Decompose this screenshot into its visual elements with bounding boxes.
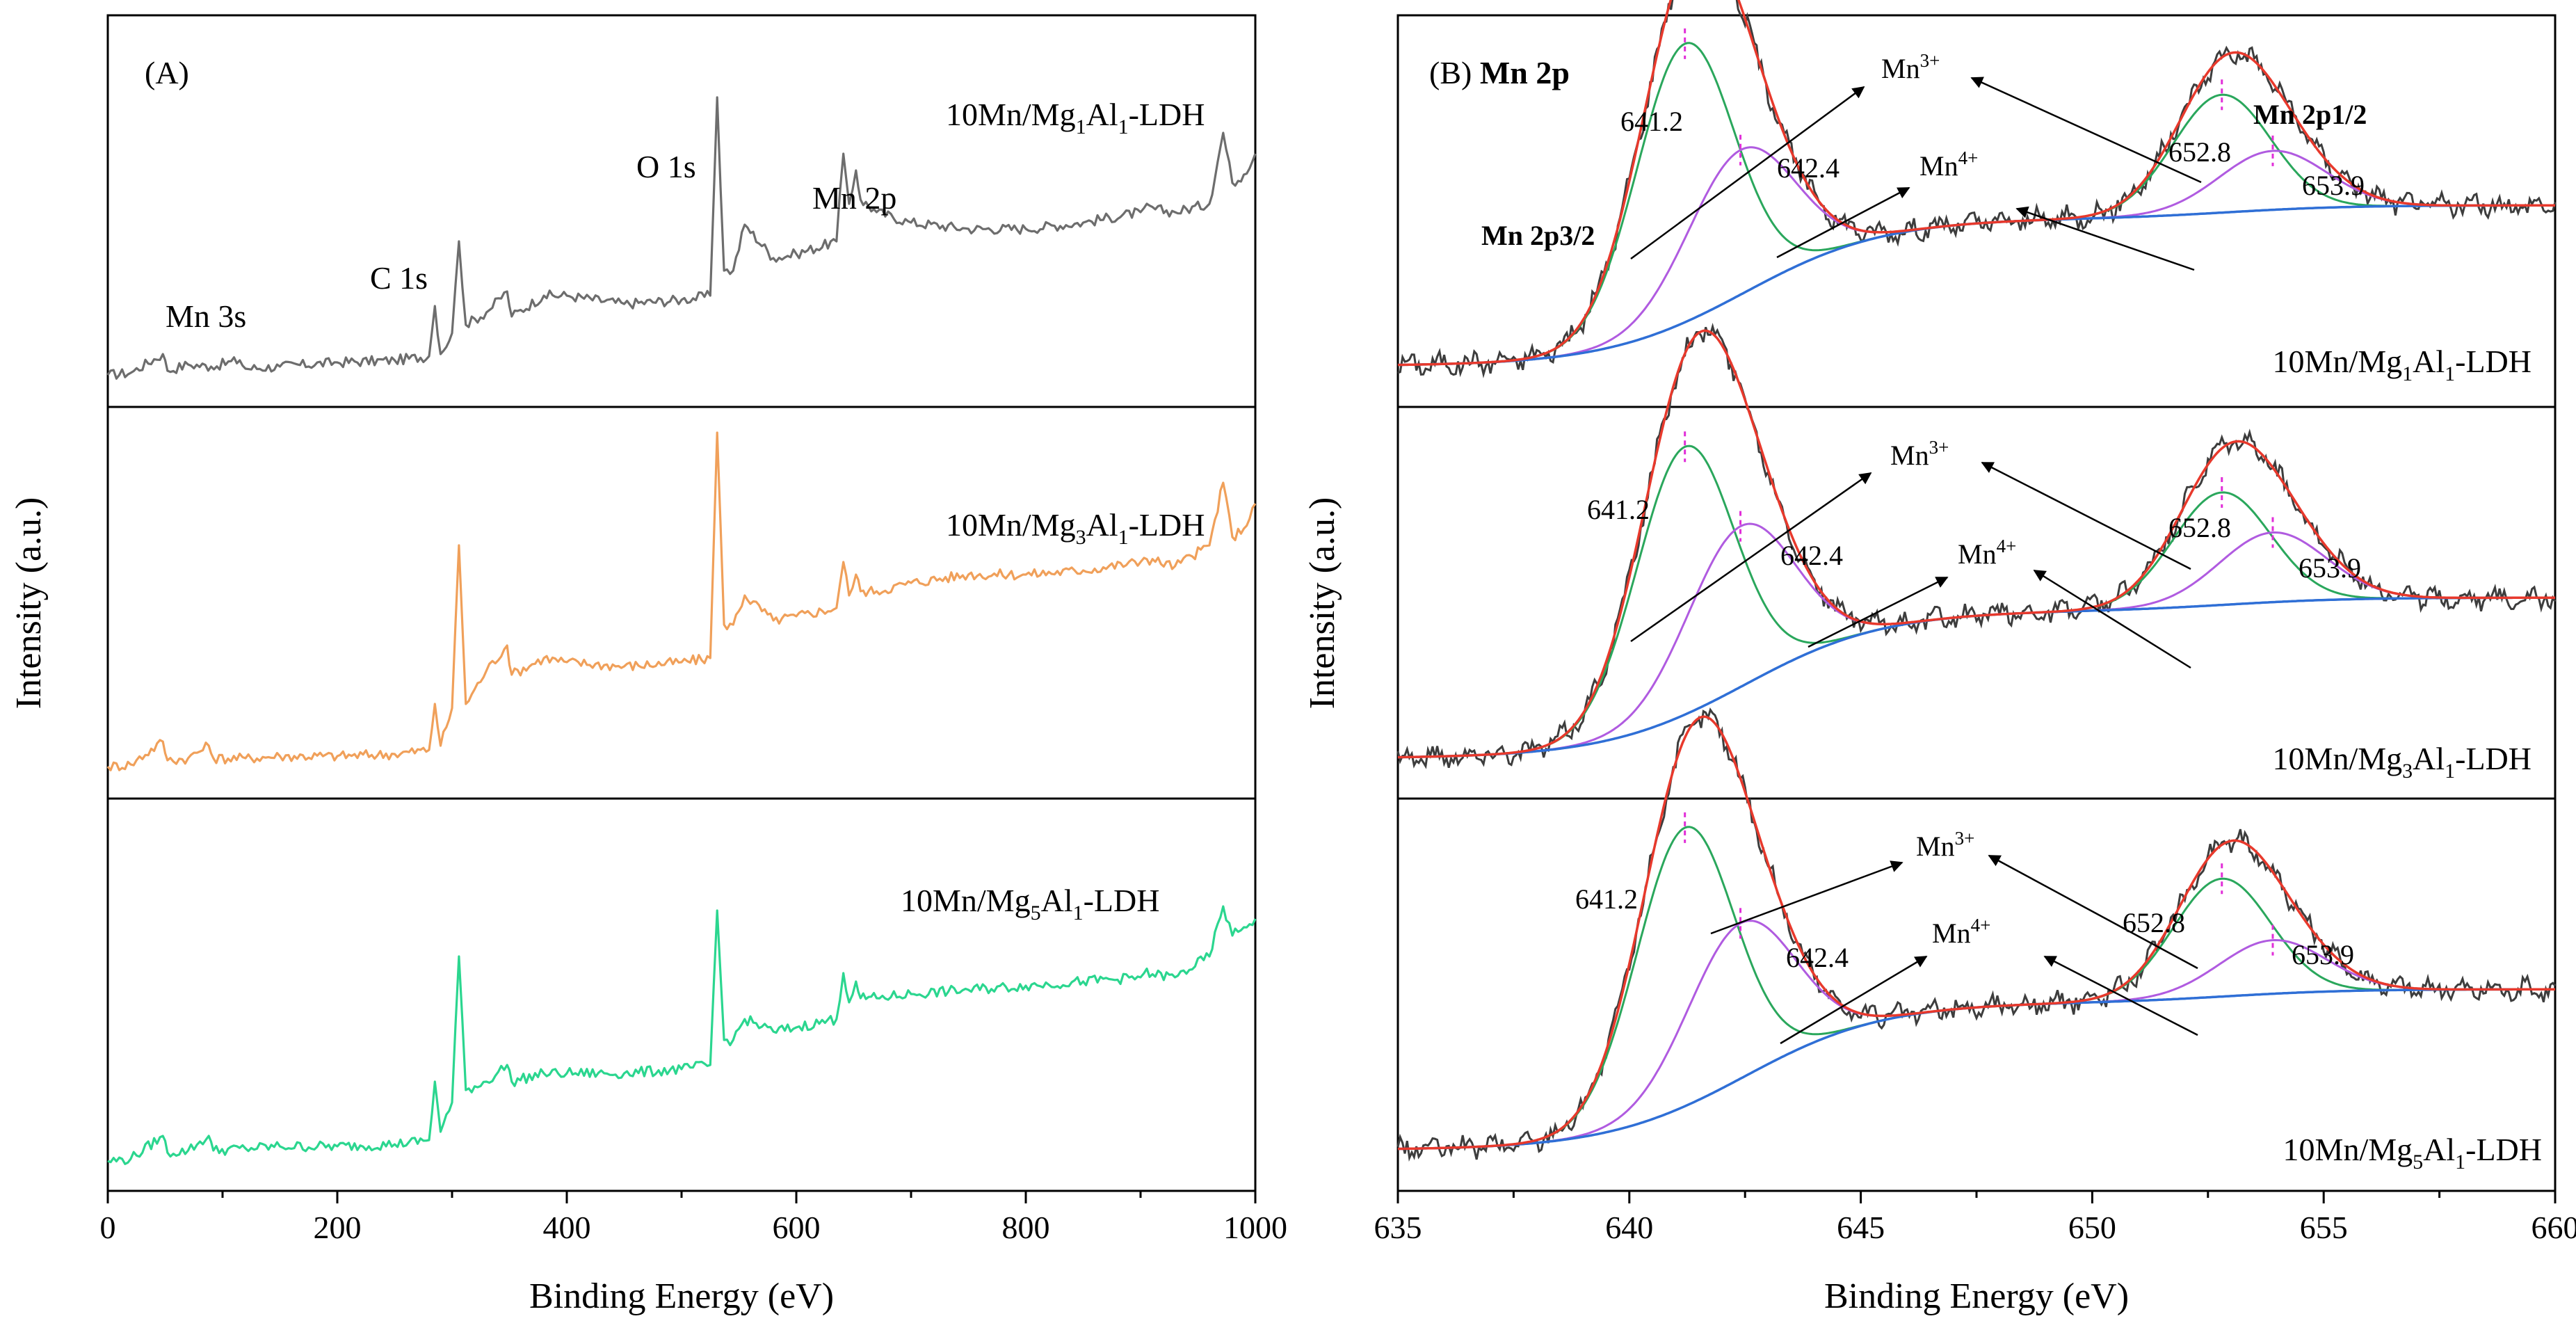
fit-component-2-3 [1397,491,2555,759]
arrow-mn4-2-1 [1808,576,1949,648]
arrow-mn4-1-1 [1776,186,1910,259]
panel-a-xtick-label: 200 [314,1210,362,1245]
panel-a-xtick-label: 600 [773,1210,821,1245]
panel-a-xtick-label: 1000 [1223,1210,1287,1245]
panel-b-ylabel: Intensity (a.u.) [1303,497,1342,710]
raw-spectrum-1 [1397,0,2557,378]
sample-label-a5: 10Mn/Mg5Al1-LDH [901,883,1159,924]
arrow-mn3-2-2 [1981,461,2191,570]
envelope-fit-3 [1397,715,2555,1151]
arrow-mn4-3-2 [2043,955,2198,1036]
peak-position-3-2: 642.4 [1786,942,1849,973]
fit-component-3-2 [1397,920,2555,1151]
peak-position-2-2: 642.4 [1780,540,1843,571]
arrow-mn4-2-2 [2033,569,2191,669]
envelope-fit-2 [1397,329,2555,759]
survey-spectrum-2 [106,431,1257,771]
label-mn3-2: Mn3+ [1890,437,1949,471]
peak-label-mn3s: Mn 3s [166,298,246,334]
sample-label-b3: 10Mn/Mg3Al1-LDH [2273,741,2531,783]
label-mn3-3: Mn3+ [1916,828,1974,862]
label-mn2p32: Mn 2p3/2 [1481,220,1595,251]
panel-a-ylabel: Intensity (a.u.) [9,497,49,710]
panel-b-title: Mn 2p [1480,55,1570,90]
panel-b-xtick-label: 655 [2300,1210,2348,1245]
envelope-fit-1 [1397,0,2555,367]
fit-component-2-1 [1397,444,2555,759]
panel-b-label: (B) Mn 2p [1429,55,1570,90]
peak-position-2-3: 652.8 [2168,512,2231,543]
panel-a-xtick-label: 400 [543,1210,591,1245]
peak-position-3-4: 653.9 [2292,939,2354,970]
label-mn3-1: Mn3+ [1881,50,1940,84]
sample-label-a1: 10Mn/Mg1Al1-LDH [946,97,1205,138]
panel-a-label: (A) [145,55,189,90]
sample-label-b5: 10Mn/Mg5Al1-LDH [2283,1132,2542,1173]
sample-label-b1: 10Mn/Mg1Al1-LDH [2273,344,2531,385]
survey-spectrum-1 [106,96,1257,380]
panel-b: (B) Mn 2p Mn3+ Mn4+ 641.2 642.4 652.8 653.9 Mn… [1303,0,2576,1316]
fit-component-1-1 [1397,42,2555,367]
peak-label-mn2p: Mn 2p [812,180,896,216]
panel-a-xtick-label: 800 [1002,1210,1050,1245]
peak-label-c1s: C 1s [370,260,428,296]
panel-b-xtick-label: 640 [1605,1210,1653,1245]
peak-position-1-2: 642.4 [1777,152,1840,184]
peak-position-3-1: 641.2 [1575,883,1638,915]
peak-position-1-3: 652.8 [2168,136,2231,168]
panel-b-frame [1396,14,2557,1192]
panel-a-frame [106,14,1257,1192]
panel-b-xtick-label: 660 [2531,1210,2576,1245]
peak-position-3-3: 652.8 [2123,907,2185,938]
peak-position-2-1: 641.2 [1587,494,1650,525]
fit-component-1-4 [1397,150,2555,367]
panel-a-xlabel: Binding Energy (eV) [529,1276,834,1316]
label-mn4-1: Mn4+ [1919,147,1978,182]
survey-spectrum-3 [107,905,1257,1165]
panel-b-xtick-label: 635 [1374,1210,1422,1245]
arrow-mn3-3-2 [1988,854,2198,970]
panel-b-xtick-label: 650 [2068,1210,2116,1245]
arrow-mn4-1-2 [2015,206,2195,271]
arrow-mn4-3-1 [1780,955,1928,1045]
arrow-mn3-3-1 [1710,860,1903,935]
arrow-mn3-1-1 [1630,86,1865,260]
peak-position-1-4: 653.9 [2302,170,2365,201]
arrow-mn3-1-2 [1970,77,2202,184]
sample-label-a3: 10Mn/Mg3Al1-LDH [946,507,1205,549]
peak-label-o1s: O 1s [636,149,696,184]
label-mn4-3: Mn4+ [1932,915,1990,949]
panel-a-xtick-label: 0 [100,1210,116,1245]
peak-position-2-4: 653.9 [2299,552,2361,584]
panel-b-xlabel: Binding Energy (eV) [1824,1276,2129,1316]
panel-b-xtick-label: 645 [1837,1210,1885,1245]
background-line-3 [1397,988,2555,1151]
label-mn2p12: Mn 2p1/2 [2253,99,2367,130]
panel-a: (A) Mn 3s C 1s O 1s Mn 2p 10Mn/Mg1Al1-LD… [9,14,1287,1316]
label-mn4-2: Mn4+ [1958,536,2016,570]
arrow-mn3-2-1 [1630,472,1872,643]
fit-component-3-1 [1397,826,2555,1151]
peak-position-1-1: 641.2 [1620,106,1683,137]
